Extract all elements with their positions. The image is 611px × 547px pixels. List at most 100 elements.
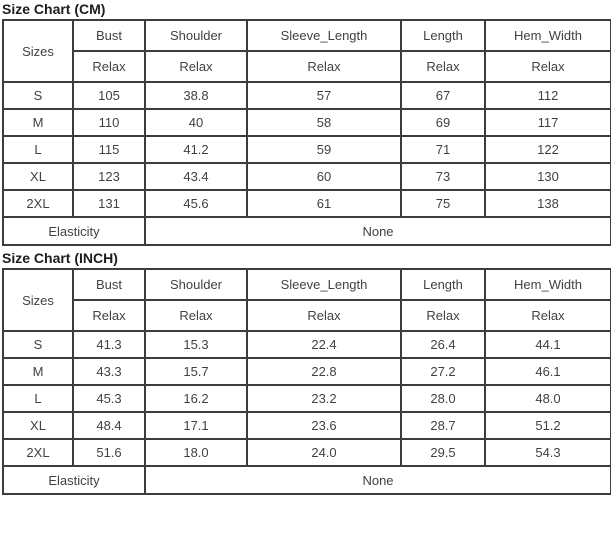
- relax-subheader: Relax: [400, 50, 486, 83]
- value-cell: 51.2: [484, 411, 611, 440]
- table-row: L 115 41.2 59 71 122: [2, 135, 611, 164]
- value-cell: 51.6: [72, 438, 146, 467]
- value-cell: 54.3: [484, 438, 611, 467]
- value-cell: 69: [400, 108, 486, 137]
- value-cell: 15.3: [144, 330, 248, 359]
- size-cell: 2XL: [2, 189, 74, 218]
- relax-subheader: Relax: [246, 299, 402, 332]
- relax-subheader: Relax: [72, 299, 146, 332]
- value-cell: 131: [72, 189, 146, 218]
- relax-subheader: Relax: [72, 50, 146, 83]
- table-row: 2XL 131 45.6 61 75 138: [2, 189, 611, 218]
- relax-subheader-row: Relax Relax Relax Relax Relax: [3, 50, 611, 83]
- value-cell: 48.0: [484, 384, 611, 413]
- value-cell: 115: [72, 135, 146, 164]
- size-cell: XL: [2, 411, 74, 440]
- value-cell: 38.8: [144, 81, 248, 110]
- value-cell: 27.2: [400, 357, 486, 386]
- elasticity-row: Elasticity None: [2, 465, 611, 495]
- size-chart-inch-table: Sizes Bust Shoulder Sleeve_Length Length…: [2, 268, 611, 495]
- table-row: M 43.3 15.7 22.8 27.2 46.1: [2, 357, 611, 386]
- value-cell: 28.7: [400, 411, 486, 440]
- value-cell: 41.2: [144, 135, 248, 164]
- table-row: M 110 40 58 69 117: [2, 108, 611, 137]
- relax-subheader: Relax: [246, 50, 402, 83]
- value-cell: 23.2: [246, 384, 402, 413]
- value-cell: 15.7: [144, 357, 248, 386]
- value-cell: 45.6: [144, 189, 248, 218]
- column-header-hem-width: Hem_Width: [484, 19, 611, 52]
- elasticity-label: Elasticity: [2, 465, 146, 495]
- size-cell: S: [2, 81, 74, 110]
- value-cell: 138: [484, 189, 611, 218]
- value-cell: 110: [72, 108, 146, 137]
- value-cell: 73: [400, 162, 486, 191]
- size-cell: S: [2, 330, 74, 359]
- relax-subheader: Relax: [484, 299, 611, 332]
- value-cell: 22.8: [246, 357, 402, 386]
- column-header-length: Length: [400, 19, 486, 52]
- value-cell: 23.6: [246, 411, 402, 440]
- value-cell: 40: [144, 108, 248, 137]
- value-cell: 59: [246, 135, 402, 164]
- relax-subheader: Relax: [400, 299, 486, 332]
- column-header-sleeve-length: Sleeve_Length: [246, 268, 402, 301]
- sizes-corner-header: Sizes: [2, 19, 74, 83]
- value-cell: 60: [246, 162, 402, 191]
- value-cell: 105: [72, 81, 146, 110]
- relax-subheader: Relax: [484, 50, 611, 83]
- elasticity-value: None: [144, 465, 611, 495]
- value-cell: 122: [484, 135, 611, 164]
- elasticity-value: None: [144, 216, 611, 246]
- value-cell: 46.1: [484, 357, 611, 386]
- table-row: 2XL 51.6 18.0 24.0 29.5 54.3: [2, 438, 611, 467]
- sizes-corner-header: Sizes: [2, 268, 74, 332]
- table-row: XL 48.4 17.1 23.6 28.7 51.2: [2, 411, 611, 440]
- value-cell: 71: [400, 135, 486, 164]
- table-row: S 105 38.8 57 67 112: [2, 81, 611, 110]
- value-cell: 16.2: [144, 384, 248, 413]
- value-cell: 67: [400, 81, 486, 110]
- size-cell: L: [2, 384, 74, 413]
- value-cell: 58: [246, 108, 402, 137]
- value-cell: 75: [400, 189, 486, 218]
- size-cell: M: [2, 357, 74, 386]
- elasticity-row: Elasticity None: [2, 216, 611, 246]
- column-header-hem-width: Hem_Width: [484, 268, 611, 301]
- column-header-sleeve-length: Sleeve_Length: [246, 19, 402, 52]
- table-row: L 45.3 16.2 23.2 28.0 48.0: [2, 384, 611, 413]
- value-cell: 130: [484, 162, 611, 191]
- column-header-row: Sizes Bust Shoulder Sleeve_Length Length…: [2, 268, 611, 332]
- value-cell: 61: [246, 189, 402, 218]
- size-chart-cm-title: Size Chart (CM): [2, 1, 106, 17]
- value-cell: 24.0: [246, 438, 402, 467]
- value-cell: 123: [72, 162, 146, 191]
- size-chart-inch-title: Size Chart (INCH): [2, 250, 118, 266]
- value-cell: 45.3: [72, 384, 146, 413]
- value-cell: 17.1: [144, 411, 248, 440]
- elasticity-label: Elasticity: [2, 216, 146, 246]
- value-cell: 44.1: [484, 330, 611, 359]
- value-cell: 117: [484, 108, 611, 137]
- value-cell: 57: [246, 81, 402, 110]
- value-cell: 41.3: [72, 330, 146, 359]
- table-row: XL 123 43.4 60 73 130: [2, 162, 611, 191]
- value-cell: 43.3: [72, 357, 146, 386]
- column-header-shoulder: Shoulder: [144, 268, 248, 301]
- size-cell: 2XL: [2, 438, 74, 467]
- size-cell: XL: [2, 162, 74, 191]
- value-cell: 48.4: [72, 411, 146, 440]
- table-row: S 41.3 15.3 22.4 26.4 44.1: [2, 330, 611, 359]
- column-header-shoulder: Shoulder: [144, 19, 248, 52]
- column-header-bust: Bust: [72, 268, 146, 301]
- relax-subheader-row: Relax Relax Relax Relax Relax: [3, 299, 611, 332]
- column-header-length: Length: [400, 268, 486, 301]
- value-cell: 29.5: [400, 438, 486, 467]
- relax-subheader: Relax: [144, 50, 248, 83]
- size-cell: M: [2, 108, 74, 137]
- column-header-row: Sizes Bust Shoulder Sleeve_Length Length…: [2, 19, 611, 83]
- size-chart-cm-table: Sizes Bust Shoulder Sleeve_Length Length…: [2, 19, 611, 246]
- column-header-bust: Bust: [72, 19, 146, 52]
- relax-subheader: Relax: [144, 299, 248, 332]
- value-cell: 112: [484, 81, 611, 110]
